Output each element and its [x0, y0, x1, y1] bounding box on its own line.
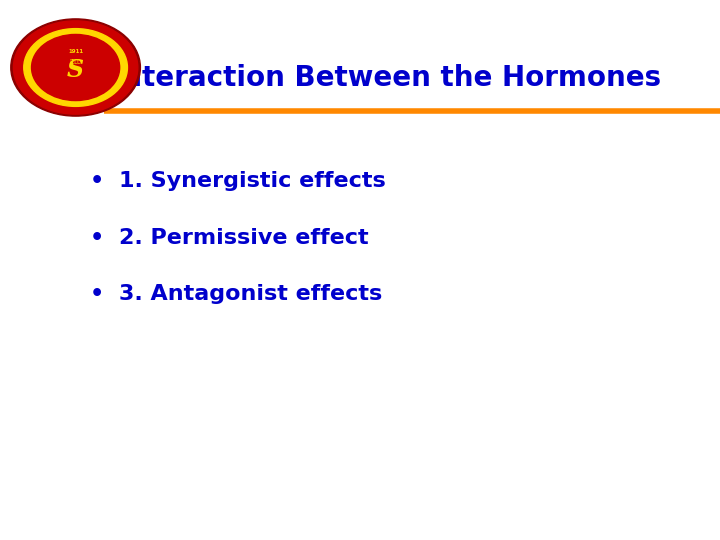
Text: •: • — [90, 227, 104, 248]
Circle shape — [24, 29, 127, 106]
Text: •: • — [90, 171, 104, 191]
Text: 1911: 1911 — [68, 49, 84, 54]
Text: Interaction Between the Hormones: Interaction Between the Hormones — [112, 64, 661, 92]
Text: 1. Synergistic effects: 1. Synergistic effects — [119, 171, 385, 191]
Circle shape — [11, 19, 140, 116]
Text: 2. Permissive effect: 2. Permissive effect — [119, 227, 369, 248]
Text: •: • — [90, 284, 104, 305]
Circle shape — [32, 35, 120, 100]
Text: 山东大学: 山东大学 — [70, 58, 81, 64]
Circle shape — [14, 21, 138, 114]
Text: S: S — [67, 58, 84, 82]
Text: 3. Antagonist effects: 3. Antagonist effects — [119, 284, 382, 305]
